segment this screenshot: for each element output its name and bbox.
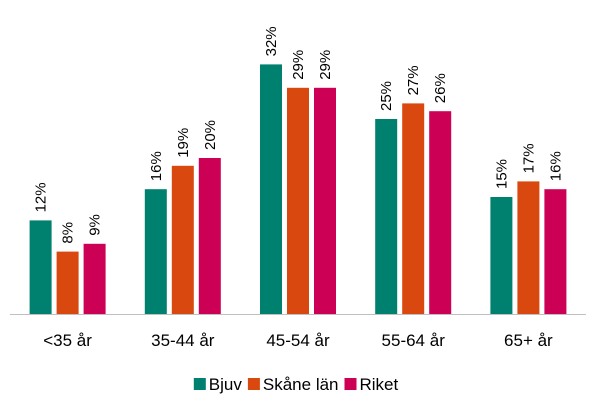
data-label-bjuv-4: 15%	[493, 159, 510, 189]
bar-skåne-län-4	[517, 181, 540, 314]
data-label-skåne-län-0: 8%	[60, 222, 77, 244]
bar-riket-1	[198, 158, 221, 314]
data-label-bjuv-1: 16%	[148, 151, 165, 181]
data-label-riket-2: 29%	[317, 50, 334, 80]
data-label-skåne-län-4: 17%	[520, 143, 537, 173]
data-label-bjuv-3: 25%	[378, 81, 395, 111]
data-label-skåne-län-3: 27%	[405, 65, 422, 95]
x-tick-labels: <35 år 35-44 år 45-54 år 55-64 år 65+ år	[43, 331, 553, 350]
legend-swatch-skåne-län	[247, 378, 260, 390]
bar-riket-4	[544, 189, 567, 314]
x-tick-label-3: 55-64 år	[382, 331, 446, 350]
bar-riket-2	[314, 87, 336, 314]
data-label-bjuv-2: 32%	[263, 26, 280, 56]
data-label-riket-0: 9%	[87, 214, 104, 236]
bar-bjuv-0	[29, 220, 52, 314]
x-tick-label-1: 35-44 år	[151, 331, 215, 350]
data-label-riket-1: 20%	[202, 120, 219, 150]
data-label-riket-3: 26%	[432, 73, 449, 103]
bar-bjuv-4	[490, 197, 513, 314]
bar-riket-3	[429, 111, 452, 314]
x-tick-label-4: 65+ år	[504, 331, 553, 350]
legend-label-skåne-län: Skåne län	[263, 375, 339, 394]
bars-layer	[29, 64, 567, 315]
data-label-skåne-län-2: 29%	[290, 50, 307, 80]
legend-label-riket: Riket	[360, 375, 399, 394]
bar-skåne-län-1	[171, 165, 194, 314]
legend-swatch-riket	[344, 378, 357, 390]
legend-swatch-bjuv	[193, 378, 206, 390]
legend: Bjuv Skåne län Riket	[193, 375, 399, 394]
data-labels-layer: 12% 8% 9% 16% 19% 20% 32% 29% 29% 25% 27% 26% 15% 17%…	[33, 26, 565, 243]
data-label-skåne-län-1: 19%	[175, 128, 192, 158]
x-tick-label-2: 45-54 år	[266, 331, 330, 350]
data-label-riket-4: 16%	[547, 151, 564, 181]
x-tick-label-0: <35 år	[43, 331, 92, 350]
bar-skåne-län-0	[56, 251, 79, 314]
bar-skåne-län-2	[287, 87, 309, 314]
bar-skåne-län-3	[402, 103, 425, 315]
bar-bjuv-1	[144, 189, 167, 314]
bar-bjuv-2	[260, 64, 282, 315]
data-label-bjuv-0: 12%	[33, 182, 50, 212]
bar-riket-0	[83, 243, 106, 314]
legend-label-bjuv: Bjuv	[209, 375, 243, 394]
bar-bjuv-3	[375, 119, 398, 314]
